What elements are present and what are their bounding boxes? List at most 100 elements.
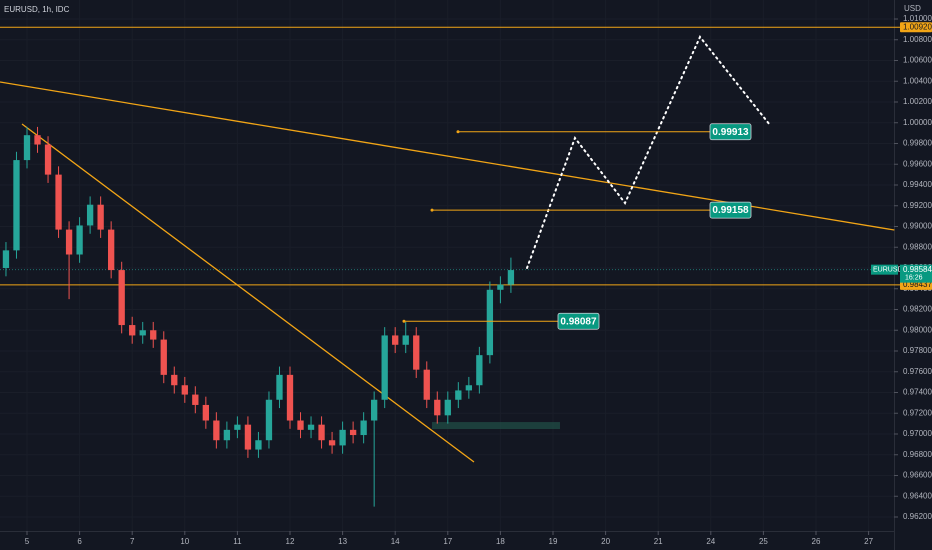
candle-body [108,229,115,271]
y-tick-label: 0.98200 [903,305,932,314]
x-tick-label: 14 [391,537,400,546]
x-tick-label: 12 [286,537,295,546]
candle-body [192,394,199,405]
annotation-anchor [456,130,460,134]
candle-body [276,374,283,400]
y-tick-label: 1.01000 [903,14,932,23]
candle-body [65,229,73,255]
candle-body [286,374,294,421]
candle-body [55,174,62,230]
symbol-tag [871,264,898,275]
annotation-label: 0.98087 [560,316,597,327]
chart-title: EURUSD, 1h, IDC [4,5,70,14]
candle-body [44,144,52,175]
countdown: 16:26 [905,275,923,282]
annotation-box [709,123,752,141]
candle-body [455,390,462,400]
annotation-box [709,201,752,219]
annotation-label: 0.99913 [712,127,749,138]
current-price-label: 0.98584 [903,265,932,274]
candle-body [486,289,494,356]
currency: USD [904,4,921,13]
y-tick-label: 1.00400 [903,76,932,85]
x-tick-label: 25 [759,537,768,546]
candle-body [465,385,472,391]
candle-body [150,330,157,340]
marks [0,26,932,507]
y-tick-label: 0.97200 [903,408,932,417]
candle-body [507,270,515,285]
candle-body [13,160,20,251]
current-price-tag [900,264,932,283]
y-tick-label: 0.97600 [903,367,932,376]
x-tick-label: 24 [706,537,715,546]
candle-body [265,399,273,441]
annotation-anchor [430,208,434,212]
x-tick-label: 5 [25,537,30,546]
annotation-box [557,312,600,330]
price-level-label: 0.98437 [903,280,932,289]
candle-body [423,369,430,400]
y-tick-label: 1.00800 [903,35,932,44]
candle-body [118,270,125,326]
x-tick-label: 7 [130,537,135,546]
y-tick-label: 1.00200 [903,97,932,106]
x-tick-label: 6 [77,537,82,546]
candle-body [171,374,178,386]
candle-body [34,135,41,145]
candle-body [2,250,10,268]
candle-body [160,339,167,375]
annotation-label: 0.99158 [712,205,749,216]
x-tick-label: 21 [654,537,663,546]
price-level-tag [900,22,932,33]
candle-body [213,420,220,441]
candle-body [434,399,441,416]
candle-body [360,420,367,436]
x-tick-label: 26 [812,537,821,546]
x-tick-label: 10 [180,537,189,546]
candle-body [97,204,104,230]
y-tick-label: 0.96800 [903,450,932,459]
candle-body [402,335,409,345]
candle-body [392,335,399,345]
y-tick-label: 0.96600 [903,471,932,480]
x-tick-label: 13 [338,537,347,546]
candle-body [339,429,346,446]
candle-body [497,284,504,290]
candle-body [86,204,94,226]
grid [26,18,898,535]
y-tick-label: 0.97400 [903,388,932,397]
x-tick-label: 17 [443,537,452,546]
y-tick-label: 0.99600 [903,159,932,168]
candle-body [23,135,31,161]
candle-body [202,404,209,421]
y-tick-label: 0.96400 [903,491,932,500]
candle-body [244,424,252,450]
candle-body [307,424,315,430]
candle-body [223,429,231,441]
candle-body [297,420,304,430]
y-tick-label: 0.98800 [903,242,932,251]
candle-body [444,399,451,416]
symbol-label: EURUSD [873,267,903,274]
candle-body [371,399,378,421]
y-tick-label: 1.00000 [903,118,932,127]
candle-body [476,355,483,386]
price-level-label: 1.00920 [903,22,932,31]
candle-body [139,330,146,336]
trendline [21,123,475,463]
x-tick-label: 27 [864,537,873,546]
candle-body [349,429,357,436]
y-tick-label: 1.00600 [903,56,932,65]
y-tick-label: 0.99000 [903,222,932,231]
x-tick-label: 18 [496,537,505,546]
y-tick-label: 0.98000 [903,325,932,334]
annotation-anchor [402,319,406,323]
x-tick-label: 19 [549,537,558,546]
candle-body [413,335,420,370]
candle-body [255,440,262,450]
x-tick-label: 11 [233,537,242,546]
y-tick-label: 0.99200 [903,201,932,210]
